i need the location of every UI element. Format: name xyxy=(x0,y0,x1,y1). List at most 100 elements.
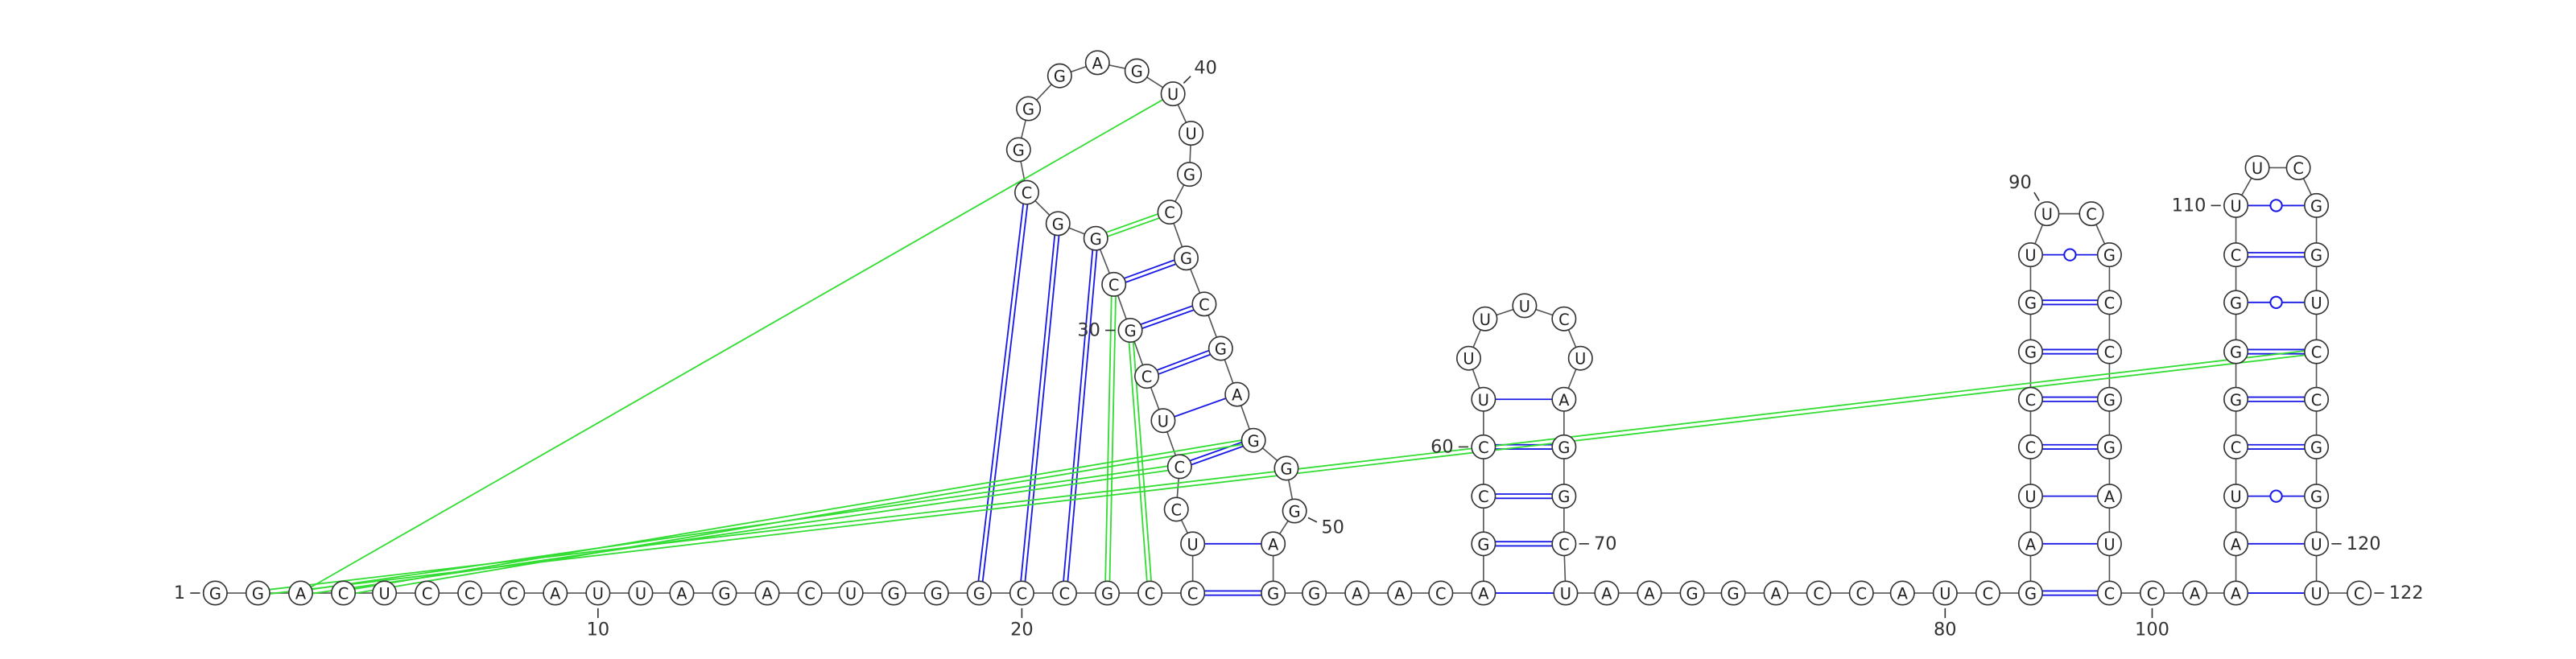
nucleotide: G xyxy=(1013,142,1025,160)
nucleotide: G xyxy=(718,585,730,603)
nucleotide: G xyxy=(1052,215,1064,233)
nucleotide-circle xyxy=(1117,318,1143,344)
nucleotide-circle xyxy=(2304,531,2330,557)
nucleotide: C xyxy=(1141,368,1153,386)
nucleotide-circle xyxy=(1763,580,1789,606)
nucleotide: A xyxy=(1232,386,1243,405)
nucleotide: A xyxy=(762,585,773,603)
nucleotide-circle xyxy=(287,580,313,606)
nucleotide-circle xyxy=(881,580,906,606)
nucleotide-circle xyxy=(2079,201,2104,227)
nucleotide: U xyxy=(1463,350,1474,369)
nucleotide: C xyxy=(1017,585,1028,603)
nucleotide-circle xyxy=(797,580,823,606)
nucleotide-circle xyxy=(1806,580,1831,606)
nucleotide: C xyxy=(2025,391,2037,410)
nucleotide: C xyxy=(1199,295,1210,314)
nucleotide-circle xyxy=(1013,179,1040,205)
nucleotide-circle xyxy=(1133,364,1159,389)
nucleotide: A xyxy=(1558,391,1570,410)
nucleotide: A xyxy=(1352,585,1363,603)
nucleotide: G xyxy=(2025,344,2037,362)
nucleotide-circle xyxy=(1241,427,1266,453)
nucleotide-circle xyxy=(2304,290,2330,315)
nucleotide-circle xyxy=(1005,137,1031,163)
nucleotide-circle xyxy=(2096,386,2122,412)
nucleotide-circle xyxy=(1179,121,1204,146)
nucleotide: G xyxy=(1686,585,1699,603)
nucleotide-circle xyxy=(1302,580,1327,606)
nucleotide: C xyxy=(2104,585,2116,603)
nucleotide: C xyxy=(1435,585,1447,603)
nucleotide-circle xyxy=(2096,242,2122,268)
nucleotide: U xyxy=(2252,159,2263,178)
nucleotide-circle xyxy=(2096,434,2122,459)
nucleotide: C xyxy=(464,585,476,603)
nucleotide: C xyxy=(422,585,433,603)
nucleotide: A xyxy=(2231,585,2242,603)
nucleotide-circle xyxy=(1157,200,1183,225)
nucleotide: C xyxy=(804,585,815,603)
nucleotide-circle xyxy=(1016,96,1042,122)
nucleotide: C xyxy=(1174,458,1186,476)
nucleotide: C xyxy=(1983,585,1994,603)
nucleotide-circle xyxy=(2017,484,2043,509)
nucleotide: C xyxy=(2147,585,2158,603)
base-pair-line xyxy=(312,465,1168,591)
nucleotide: G xyxy=(2103,391,2116,410)
nucleotide: C xyxy=(1558,535,1570,554)
nucleotide-circle xyxy=(2304,484,2330,509)
nucleotide-circle xyxy=(1224,381,1250,407)
nucleotide-circle xyxy=(1594,580,1620,606)
nucleotide-circle xyxy=(2223,192,2249,218)
wobble-pair xyxy=(2063,248,2077,262)
nucleotide: C xyxy=(1813,585,1824,603)
nucleotide: A xyxy=(1644,585,1655,603)
nucleotide-circle xyxy=(2139,580,2165,606)
nucleotide: U xyxy=(2310,294,2322,312)
base-pair-line xyxy=(1063,249,1094,582)
nucleotide: G xyxy=(931,585,943,603)
nucleotide: C xyxy=(2311,344,2322,362)
nucleotide: C xyxy=(1478,488,1489,506)
nucleotide: U xyxy=(1560,585,1571,603)
position-label: 20 xyxy=(1010,619,1034,640)
nucleotide: C xyxy=(338,585,349,603)
nucleotide-circle xyxy=(1551,386,1577,412)
nucleotide-circle xyxy=(1046,63,1072,89)
nucleotide-circle xyxy=(923,580,949,606)
nucleotide-circle xyxy=(1160,81,1186,107)
nucleotide-circle xyxy=(1150,408,1176,434)
position-label: 40 xyxy=(1194,58,1217,79)
position-label: 90 xyxy=(2008,172,2032,193)
nucleotide: U xyxy=(2025,488,2036,506)
nucleotide-circle xyxy=(1045,211,1071,237)
nucleotide-circle xyxy=(2304,192,2330,218)
base-pair-line xyxy=(1107,217,1160,237)
nucleotide: G xyxy=(2025,585,2037,603)
nucleotide: U xyxy=(2230,197,2241,216)
nucleotide: G xyxy=(2025,294,2037,312)
nucleotide-circle xyxy=(202,580,228,606)
nucleotide-circle xyxy=(245,580,270,606)
base-pair-line xyxy=(1105,213,1158,233)
nucleotide-circle xyxy=(331,580,357,606)
nucleotide: U xyxy=(1480,311,1491,329)
nucleotide-circle xyxy=(1051,580,1077,606)
nucleotide: C xyxy=(1022,184,1033,203)
nucleotide-circle xyxy=(1208,336,1233,361)
position-label: 122 xyxy=(2389,583,2424,603)
nucleotide: G xyxy=(973,585,985,603)
nucleotide: C xyxy=(1478,439,1489,457)
nucleotide: C xyxy=(1164,204,1175,222)
label-tick xyxy=(1307,517,1318,523)
nucleotide: G xyxy=(2310,246,2322,265)
nucleotide: U xyxy=(1187,535,1199,554)
nucleotide: G xyxy=(2103,246,2116,265)
position-label: 50 xyxy=(1321,517,1344,537)
nucleotide: G xyxy=(2230,344,2242,362)
base-pair-line xyxy=(312,469,1169,595)
nucleotide-circle xyxy=(1551,434,1577,459)
nucleotide: C xyxy=(2231,439,2242,457)
base-pair-line xyxy=(1104,295,1113,582)
